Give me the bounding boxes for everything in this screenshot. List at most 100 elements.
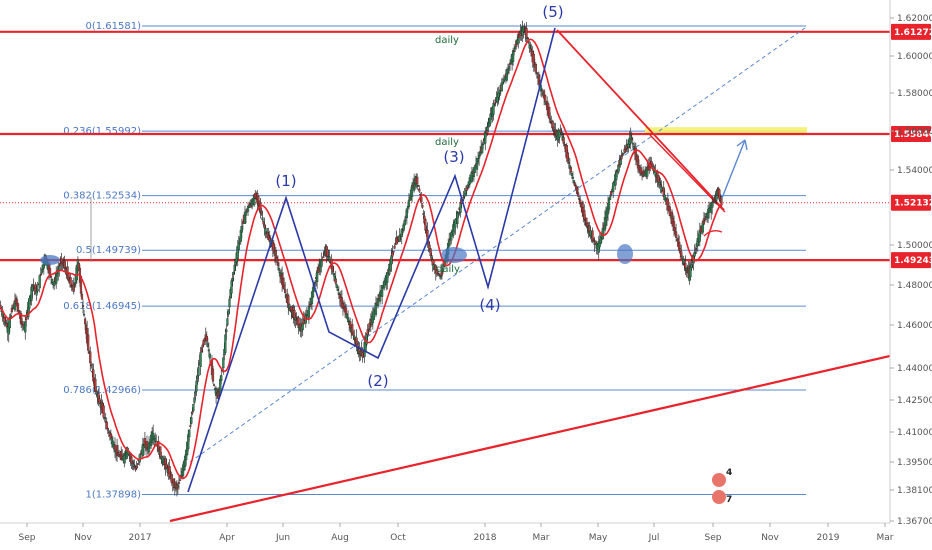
candle-body	[693, 251, 696, 257]
y-tick-label: 1.62000	[897, 14, 932, 24]
downtrend-line	[556, 29, 725, 211]
candle-body	[552, 126, 555, 130]
x-tick-label: Nov	[761, 533, 779, 543]
x-tick-label: Oct	[390, 533, 406, 543]
candle-body	[392, 250, 395, 253]
candle-body	[224, 334, 227, 353]
candle-body	[482, 143, 485, 146]
candle-body	[155, 441, 158, 443]
candle-body	[566, 152, 569, 162]
elliott-wave-path	[187, 27, 556, 493]
last-price-text: 1.52132	[894, 199, 932, 209]
candle-body	[528, 44, 531, 49]
price-label-text: 1.55846	[894, 130, 932, 140]
candle-body	[98, 398, 101, 404]
candle-body	[514, 46, 517, 50]
y-tick-label: 1.54000	[897, 166, 932, 176]
candle-body	[532, 54, 535, 67]
candle-body	[38, 275, 41, 289]
candle-body	[192, 403, 195, 412]
candle-body	[3, 316, 6, 323]
y-tick-label: 1.56000	[897, 127, 932, 137]
candle-body	[386, 272, 389, 283]
candle-body	[294, 317, 297, 321]
candle-body	[383, 280, 386, 289]
event-badge-count: 4	[726, 468, 732, 478]
candle-body	[607, 198, 611, 210]
candle-body	[577, 192, 580, 197]
candle-body	[657, 175, 660, 184]
candle-body	[22, 324, 25, 327]
candle-body	[263, 224, 266, 229]
candle-body	[630, 138, 633, 141]
y-tick-label: 1.39500	[897, 458, 932, 468]
candle-body	[560, 132, 563, 135]
candle-body	[36, 288, 39, 292]
candle-body	[439, 276, 443, 278]
y-tick-label: 1.41000	[897, 428, 932, 438]
candle-body	[548, 106, 551, 119]
candle-body	[32, 285, 35, 287]
candle-body	[194, 390, 197, 394]
candle-body	[206, 343, 209, 347]
candle-body	[489, 113, 492, 124]
highlight-ellipse	[441, 247, 467, 263]
candle-body	[424, 219, 427, 231]
candle-body	[95, 390, 98, 393]
candle-body	[540, 89, 544, 91]
candle-body	[675, 231, 678, 238]
candle-body	[199, 352, 202, 367]
candle-body	[610, 190, 613, 196]
candle-body	[473, 165, 477, 173]
candle-body	[589, 230, 592, 238]
x-tick-label: Aug	[331, 533, 349, 543]
candle-body	[405, 208, 408, 219]
candle-body	[227, 309, 230, 315]
event-badge-count: 7	[726, 495, 732, 505]
candle-body	[534, 63, 537, 73]
candle-body	[60, 257, 63, 265]
candle-body	[476, 157, 480, 162]
candle-body	[130, 456, 133, 464]
candle-body	[419, 194, 422, 196]
candle-body	[352, 332, 355, 336]
candle-body	[211, 368, 215, 382]
long-support-trendline	[169, 354, 891, 523]
candle-body	[549, 118, 552, 120]
candle-body	[177, 481, 181, 484]
candle-body	[390, 255, 393, 265]
candle-body	[25, 317, 28, 321]
candle-body	[332, 272, 335, 276]
x-tick-label: 2017	[129, 533, 152, 543]
wave-label: (5)	[542, 3, 563, 21]
candle-body	[212, 384, 216, 386]
candle-body	[191, 411, 194, 414]
candle-body	[620, 156, 623, 160]
candle-body	[82, 313, 86, 316]
wave-label: (2)	[367, 372, 388, 390]
candle-body	[668, 206, 672, 217]
candle-body	[89, 351, 92, 364]
candle-body	[49, 275, 53, 278]
candle-body	[485, 130, 488, 134]
candle-body	[314, 281, 317, 284]
candle-body	[320, 259, 323, 268]
price-label-text: 1.61272	[894, 28, 932, 38]
candle-body	[567, 162, 570, 164]
candle-body	[170, 474, 173, 483]
candle-body	[529, 48, 532, 52]
candle-body	[284, 289, 287, 293]
candle-body	[621, 154, 624, 157]
y-tick-label: 1.60000	[897, 52, 932, 62]
candle-body	[102, 405, 105, 418]
candle-body	[612, 182, 615, 193]
candle-body	[24, 321, 27, 333]
x-tick-label: May	[589, 533, 608, 543]
candle-body	[21, 321, 24, 325]
candle-body	[83, 318, 87, 325]
candle-body	[214, 388, 218, 396]
candle-body	[195, 380, 198, 392]
candle-body	[459, 202, 462, 213]
candle-body	[237, 242, 240, 250]
